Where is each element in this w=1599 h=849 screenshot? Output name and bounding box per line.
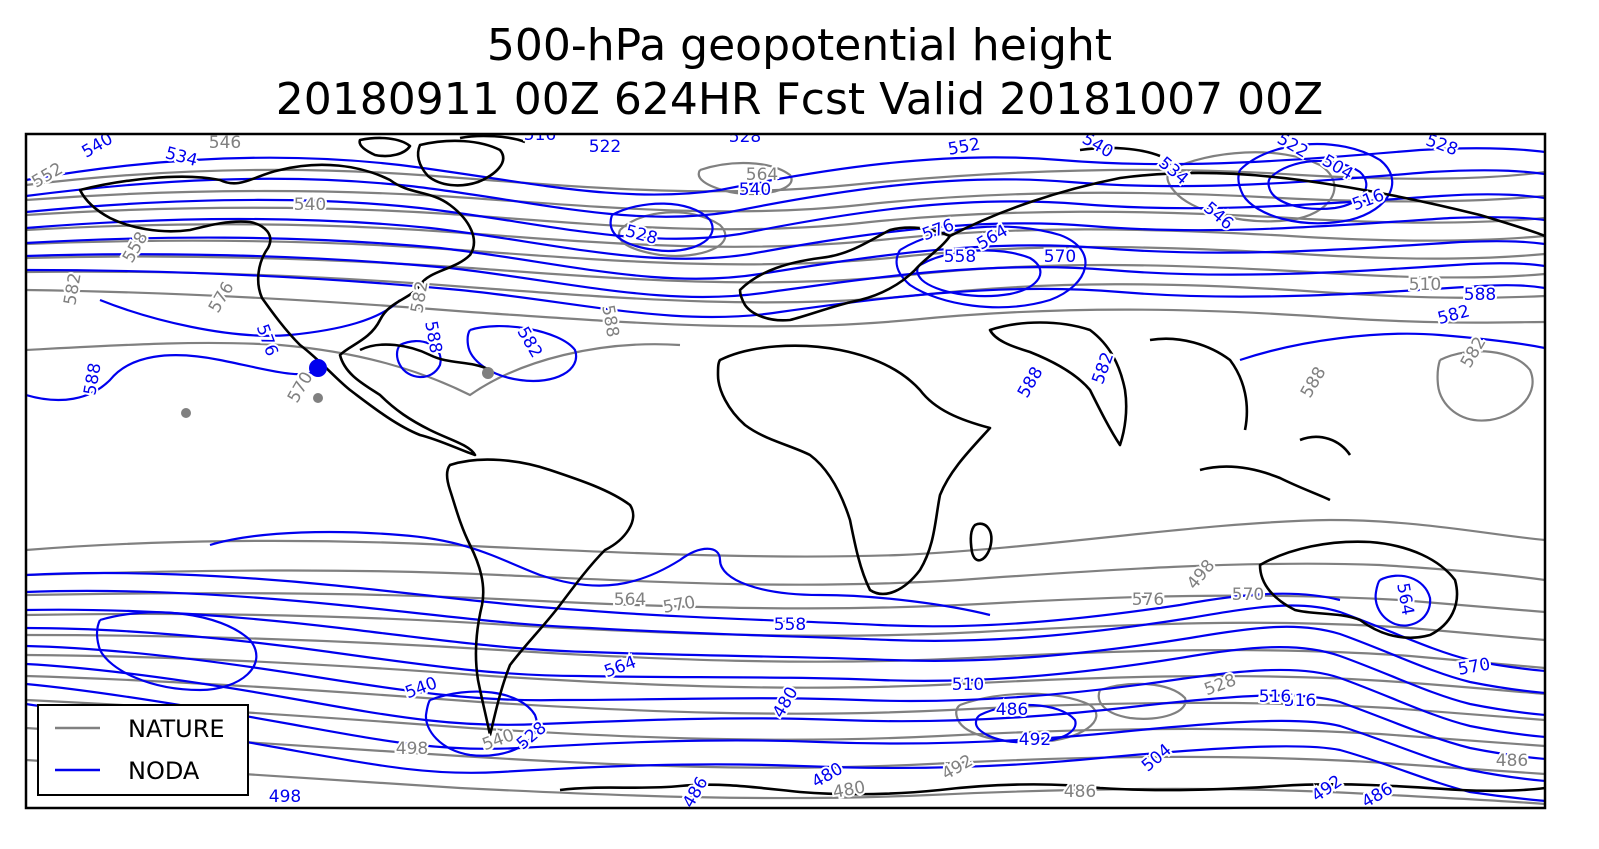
contour-label: 498 <box>269 787 301 807</box>
contour-label: 540 <box>294 195 326 215</box>
contour-label: 564 <box>614 590 646 610</box>
noda-contours <box>26 142 1545 803</box>
contour-label: 570 <box>1044 247 1076 267</box>
coastlines <box>78 134 1545 796</box>
nature-closed-contour-marker <box>181 408 191 418</box>
legend: NATURE NODA <box>37 704 249 796</box>
contour-label: 492 <box>1019 730 1051 750</box>
contour-label: 588 <box>1297 363 1331 401</box>
contour-label: 558 <box>774 615 806 635</box>
contour-label: 552 <box>946 134 981 159</box>
contour-label: 582 <box>513 323 547 361</box>
nature-contours <box>26 151 1545 806</box>
legend-label-noda: NODA <box>128 757 200 785</box>
contour-label: 564 <box>1392 581 1417 616</box>
contour-label: 588 <box>597 303 622 338</box>
contour-label: 570 <box>1232 585 1264 605</box>
contour-label: 522 <box>589 137 621 157</box>
contour-label: 588 <box>1014 363 1048 401</box>
contour-label: 516 <box>1284 691 1316 711</box>
contour-label: 576 <box>920 215 957 245</box>
map-subtitle: 20180911 00Z 624HR Fcst Valid 20181007 0… <box>275 74 1324 125</box>
contour-label: 486 <box>1496 751 1528 771</box>
contour-label: 534 <box>163 143 200 171</box>
contour-label: 516 <box>1259 687 1291 707</box>
contour-label: 582 <box>1088 350 1118 387</box>
contour-label: 582 <box>60 271 85 306</box>
contour-label: 546 <box>209 133 241 153</box>
contour-label: 588 <box>420 319 445 354</box>
contour-label: 588 <box>80 361 105 396</box>
contour-label: 480 <box>769 683 803 721</box>
map-frame <box>24 132 1547 810</box>
contour-label: 528 <box>729 127 761 147</box>
contour-label: 516 <box>1350 185 1387 215</box>
contour-label: 558 <box>119 228 153 266</box>
contour-label: 534 <box>1154 153 1192 189</box>
contour-label: 570 <box>1456 654 1491 679</box>
contour-label: 486 <box>1064 782 1096 802</box>
contour-label: 492 <box>938 751 976 785</box>
contour-label: 564 <box>746 165 778 185</box>
nature-closed-contour-marker <box>482 367 494 379</box>
contour-label: 510 <box>1409 275 1441 295</box>
nature-closed-contour-marker <box>313 393 323 403</box>
legend-label-nature: NATURE <box>128 715 225 743</box>
contour-label: 558 <box>944 247 976 267</box>
contour-label: 570 <box>661 592 696 617</box>
contour-label: 486 <box>679 773 713 811</box>
map-title: 500-hPa geopotential height <box>486 20 1113 71</box>
contour-label: 516 <box>524 125 556 145</box>
contour-label: 510 <box>952 675 984 695</box>
contour-label: 492 <box>1308 771 1346 806</box>
contour-label: 498 <box>396 739 428 759</box>
contour-label: 498 <box>1183 556 1219 594</box>
legend-box <box>37 704 249 796</box>
contour-label: 582 <box>1435 301 1472 329</box>
contour-label: 576 <box>252 322 282 359</box>
contour-label: 486 <box>996 700 1028 720</box>
contour-label: 576 <box>1132 590 1164 610</box>
contour-label: 552 <box>28 159 66 193</box>
contour-label: 504 <box>1138 740 1176 776</box>
noda-closed-contour-marker <box>309 359 327 377</box>
contour-label: 540 <box>739 180 771 200</box>
contour-label: 588 <box>1464 285 1496 305</box>
contour-label: 480 <box>831 777 866 802</box>
